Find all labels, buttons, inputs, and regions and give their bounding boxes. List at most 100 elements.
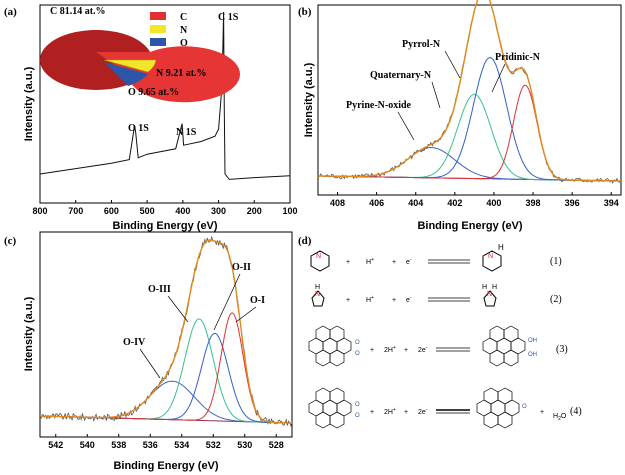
legend-swatch-o xyxy=(150,38,166,46)
y-axis-label-a: Intensity (a.u.) xyxy=(23,66,35,141)
chart-b: 408 406 404 402 400 398 396 394 Binding Energy … xyxy=(303,0,622,232)
peak-label-o-ii: O-II xyxy=(232,262,251,273)
x-tick-label: 600 xyxy=(104,206,119,216)
leader-o-iv xyxy=(139,348,161,379)
x-axis-label-b: Binding Energy (eV) xyxy=(417,220,522,232)
envelope-line xyxy=(40,239,292,424)
x-tick-label: 800 xyxy=(32,206,47,216)
r2-proton: H+ xyxy=(366,295,374,304)
r2-number: (2) xyxy=(550,294,562,305)
x-tick-label: 536 xyxy=(143,440,158,450)
peak-label-n1s: N 1S xyxy=(176,127,197,138)
x-tick-label: 200 xyxy=(247,206,262,216)
pyridine-structure xyxy=(310,250,330,272)
x-axis-label-c: Binding Energy (eV) xyxy=(113,460,218,472)
pyrrolium-n-label: N xyxy=(487,291,492,298)
leader-pyrrol xyxy=(444,50,461,79)
panel-label-a: (a) xyxy=(4,6,17,18)
x-tick-label: 400 xyxy=(486,198,501,208)
pie-slice-o xyxy=(104,62,148,86)
pyrrolium-structure xyxy=(483,290,497,307)
x-tick-label: 300 xyxy=(211,206,226,216)
leader-o-iii xyxy=(167,295,189,323)
x-tick-label: 406 xyxy=(369,198,384,208)
pie-inset: C 81.14 at.% N 9.21 at.% O 9.65 at.% C N… xyxy=(40,6,240,103)
x-tick-label: 408 xyxy=(330,198,345,208)
peak-label-c1s: C 1S xyxy=(218,12,239,23)
x-tick-label: 540 xyxy=(80,440,95,450)
panel-label-c: (c) xyxy=(4,235,17,247)
reaction-1: N + H+ + e- N H (1) xyxy=(310,243,562,272)
lactone-graphene-structure xyxy=(476,387,520,429)
hydroquinone-oh2-label: OH xyxy=(528,352,537,358)
r2-plus-1: + xyxy=(346,297,350,304)
peak-label-o-iii: O-III xyxy=(148,284,171,295)
quinone-o2-label: O xyxy=(355,351,360,357)
x-tick-label: 534 xyxy=(174,440,189,450)
r1-number: (1) xyxy=(550,256,562,267)
peak-label-o1s: O 1S xyxy=(128,123,149,134)
component-peak-pyrrol-n xyxy=(317,57,621,182)
pyridinium-h-label: H xyxy=(498,243,504,252)
reaction-scheme: N + H+ + e- N H (1) H N + H+ + e- H H N xyxy=(308,243,582,429)
legend-swatch-c xyxy=(150,12,166,20)
quinone-graphene-structure-4 xyxy=(308,387,352,429)
x-tick-label: 530 xyxy=(237,440,252,450)
pyridinium-n-label: N xyxy=(488,253,493,260)
pyrrole-h-label: H xyxy=(315,284,320,291)
y-axis-label-b: Intensity (a.u.) xyxy=(303,62,315,137)
legend-label-c: C xyxy=(180,12,187,23)
reaction-2: H N + H+ + e- H H N (2) xyxy=(311,284,562,307)
survey-spectrum-line xyxy=(39,11,291,180)
r2-plus-2: + xyxy=(392,297,396,304)
r3-electron: 2e- xyxy=(418,345,428,354)
panel-label-b: (b) xyxy=(298,6,312,18)
plot-frame-c xyxy=(39,231,293,438)
r3-plus-1: + xyxy=(370,347,374,354)
pyrrole-structure xyxy=(311,290,325,307)
plot-frame-b xyxy=(317,4,622,196)
x-tick-label: 100 xyxy=(282,206,297,216)
x-tick-label: 398 xyxy=(526,198,541,208)
x-tick-label: 500 xyxy=(140,206,155,216)
x-tick-label: 538 xyxy=(111,440,126,450)
reaction-4: O O + 2H+ + 2e- O + H2O (4) xyxy=(308,387,582,429)
chart-a: 800 700 600 500 400 300 200 100 Binding Energy … xyxy=(23,4,298,232)
r1-plus-1: + xyxy=(346,259,350,266)
x-tick-label: 396 xyxy=(565,198,580,208)
leader-quaternary xyxy=(431,81,441,109)
pie-label-o: O 9.65 at.% xyxy=(128,87,179,98)
reaction-3: O O + 2H+ + 2e- OH OH (3) xyxy=(308,325,568,367)
peak-label-pyrine-n-oxide: Pyrine-N-oxide xyxy=(346,100,412,111)
r4-electron: 2e- xyxy=(418,407,428,416)
r1-plus-2: + xyxy=(392,259,396,266)
r4-number: (4) xyxy=(570,406,582,417)
quinone4-o2-label: O xyxy=(355,413,360,419)
peak-label-o-i: O-I xyxy=(250,295,265,306)
r1-proton: H+ xyxy=(366,257,374,266)
pyrrolium-h1-label: H xyxy=(482,284,487,291)
pie-label-c: C 81.14 at.% xyxy=(50,6,106,17)
leader-pyrine xyxy=(397,111,415,141)
hydroquinone-graphene-structure xyxy=(482,325,526,367)
legend-swatch-n xyxy=(150,25,166,33)
r1-electron: e- xyxy=(406,257,412,266)
hydroquinone-oh1-label: OH xyxy=(528,338,537,344)
x-tick-label: 404 xyxy=(408,198,423,208)
leader-o-ii xyxy=(213,273,241,331)
x-tick-label: 400 xyxy=(175,206,190,216)
experimental-line xyxy=(39,235,293,428)
r3-number: (3) xyxy=(556,344,568,355)
pyrrolium-h2-label: H xyxy=(492,284,497,291)
peak-label-quaternary-n: Quaternary-N xyxy=(370,70,432,81)
legend-label-n: N xyxy=(180,25,188,36)
peak-label-pridinic-n: Pridinic-N xyxy=(495,52,541,63)
chart-c: 542 540 538 536 534 532 530 528 Binding Energy … xyxy=(23,231,293,472)
pie-label-n: N 9.21 at.% xyxy=(156,68,207,79)
r4-plus-3: + xyxy=(540,409,544,416)
r3-proton: 2H+ xyxy=(384,345,396,354)
x-tick-label: 402 xyxy=(447,198,462,208)
r4-plus-1: + xyxy=(370,409,374,416)
peak-label-pyrrol-n: Pyrrol-N xyxy=(402,39,441,50)
